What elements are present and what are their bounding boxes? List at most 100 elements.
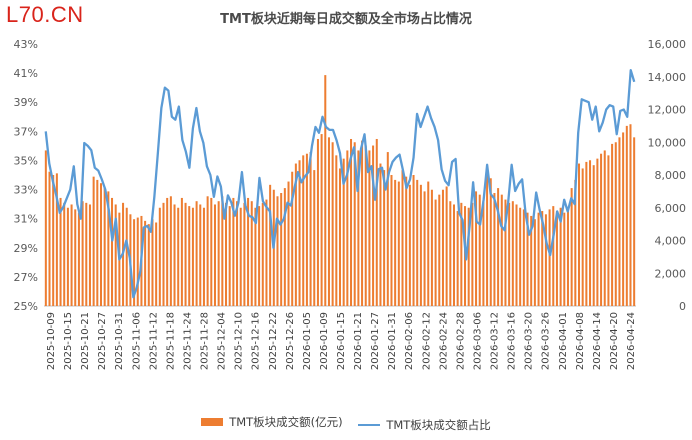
bar bbox=[445, 186, 448, 306]
bar bbox=[202, 207, 205, 306]
x-tick-label: 2026-01-31 bbox=[387, 312, 398, 370]
bar bbox=[372, 145, 375, 306]
bar bbox=[625, 125, 628, 307]
bar bbox=[225, 202, 228, 306]
line-series bbox=[44, 69, 636, 299]
bar bbox=[508, 202, 511, 306]
bar bbox=[500, 194, 503, 306]
x-tick-label: 2025-10-09 bbox=[46, 312, 57, 370]
x-tick-label: 2025-11-28 bbox=[200, 312, 211, 370]
bar bbox=[276, 196, 279, 306]
x-tick-label: 2025-12-26 bbox=[285, 312, 296, 370]
bar bbox=[155, 222, 158, 306]
left-tick-label: 43% bbox=[14, 38, 38, 51]
bar bbox=[250, 201, 253, 306]
bar bbox=[438, 194, 441, 306]
legend-item-line: TMT板块成交额占比 bbox=[358, 417, 491, 433]
bar bbox=[96, 179, 99, 306]
left-tick-label: 39% bbox=[14, 96, 38, 109]
bar bbox=[302, 155, 305, 306]
bar bbox=[405, 176, 408, 306]
bar bbox=[408, 184, 411, 306]
x-tick-label: 2026-04-20 bbox=[609, 312, 620, 370]
bar bbox=[611, 143, 614, 306]
x-tick-label: 2026-02-28 bbox=[455, 312, 466, 370]
x-tick-label: 2025-11-12 bbox=[148, 312, 159, 370]
bar bbox=[191, 207, 194, 306]
bar bbox=[188, 206, 191, 306]
bar bbox=[423, 191, 426, 307]
bar bbox=[493, 193, 496, 306]
bar bbox=[603, 150, 606, 306]
bar bbox=[291, 171, 294, 306]
bar bbox=[151, 219, 154, 306]
bar bbox=[77, 212, 80, 306]
bar bbox=[316, 138, 319, 306]
bar bbox=[346, 150, 349, 306]
bar bbox=[353, 142, 356, 306]
bar bbox=[265, 199, 268, 306]
x-tick-label: 2026-01-09 bbox=[319, 312, 330, 370]
bar bbox=[66, 207, 69, 306]
x-tick-label: 2026-04-01 bbox=[558, 312, 569, 370]
bar bbox=[213, 204, 216, 306]
bar bbox=[607, 155, 610, 306]
bar bbox=[158, 207, 161, 306]
bar bbox=[144, 220, 147, 306]
bar bbox=[456, 211, 459, 306]
bar bbox=[559, 207, 562, 306]
bar bbox=[85, 202, 88, 306]
share-line bbox=[44, 69, 636, 299]
bar bbox=[162, 202, 165, 306]
bar bbox=[622, 132, 625, 306]
bar bbox=[331, 142, 334, 306]
x-tick-label: 2026-04-14 bbox=[592, 312, 603, 370]
bar bbox=[515, 204, 518, 306]
x-tick-label: 2026-03-12 bbox=[490, 312, 501, 370]
bar bbox=[206, 196, 209, 306]
bar bbox=[239, 207, 242, 306]
x-tick-label: 2026-04-08 bbox=[575, 312, 586, 370]
bar bbox=[416, 179, 419, 306]
x-tick-label: 2025-12-16 bbox=[251, 312, 262, 370]
right-tick-label: 10,000 bbox=[648, 136, 687, 149]
bar bbox=[298, 160, 301, 306]
bar bbox=[55, 173, 58, 306]
bar bbox=[283, 188, 286, 306]
chart-legend: TMT板块成交额(亿元) TMT板块成交额占比 bbox=[0, 414, 692, 433]
bar bbox=[305, 153, 308, 306]
x-tick-label: 2025-11-18 bbox=[165, 312, 176, 370]
left-tick-label: 37% bbox=[14, 125, 38, 138]
bar bbox=[544, 214, 547, 306]
bar bbox=[375, 138, 378, 306]
bar bbox=[478, 194, 481, 306]
bar bbox=[504, 199, 507, 306]
bar bbox=[48, 171, 51, 306]
left-tick-label: 27% bbox=[14, 271, 38, 284]
bar bbox=[600, 153, 603, 306]
bar bbox=[217, 201, 220, 306]
bar bbox=[74, 209, 77, 306]
bar bbox=[243, 202, 246, 306]
bar bbox=[247, 197, 250, 306]
x-tick-label: 2026-03-20 bbox=[524, 312, 535, 370]
legend-item-bar: TMT板块成交额(亿元) bbox=[201, 414, 343, 430]
x-tick-label: 2025-10-31 bbox=[114, 312, 125, 370]
bar bbox=[221, 196, 224, 306]
bar bbox=[526, 212, 529, 306]
legend-label-line: TMT板块成交额占比 bbox=[386, 417, 491, 432]
right-tick-label: 2,000 bbox=[655, 267, 687, 280]
bar bbox=[52, 175, 55, 306]
bar bbox=[99, 183, 102, 306]
bar bbox=[541, 211, 544, 306]
bar bbox=[486, 175, 489, 306]
x-tick-label: 2026-01-05 bbox=[302, 312, 313, 370]
bar bbox=[287, 181, 290, 306]
bar bbox=[361, 140, 364, 306]
x-tick-label: 2026-01-27 bbox=[370, 312, 381, 370]
bar bbox=[184, 202, 187, 306]
bar bbox=[555, 211, 558, 306]
bar bbox=[566, 211, 569, 306]
bar bbox=[107, 191, 110, 307]
bar bbox=[633, 137, 636, 306]
